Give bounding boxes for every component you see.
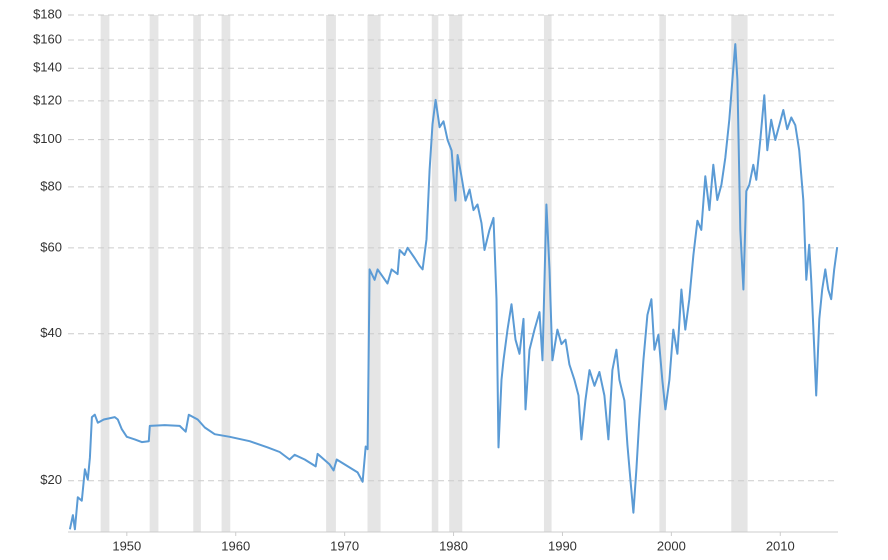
x-tick-label: 1980 (439, 538, 468, 553)
recession-band (193, 15, 201, 532)
x-tick-label: 1970 (330, 538, 359, 553)
recession-band (543, 15, 552, 532)
x-tick-label: 2010 (766, 538, 795, 553)
recession-band (731, 15, 748, 532)
y-tick-label: $20 (40, 472, 62, 487)
recession-band (449, 15, 463, 532)
recession-band (431, 15, 439, 532)
price-line (68, 43, 839, 531)
recession-band (221, 15, 231, 532)
recession-band (326, 15, 336, 532)
recession-band (149, 15, 159, 532)
y-tick-label: $80 (40, 178, 62, 193)
y-tick-label: $120 (33, 92, 62, 107)
y-tick-label: $40 (40, 325, 62, 340)
y-tick-label: $140 (33, 60, 62, 75)
y-tick-label: $180 (33, 6, 62, 21)
recession-band (100, 15, 110, 532)
y-tick-label: $60 (40, 239, 62, 254)
x-tick-label: 1990 (548, 538, 577, 553)
x-tick-label: 2000 (657, 538, 686, 553)
x-tick-label: 1960 (221, 538, 250, 553)
y-tick-label: $160 (33, 31, 62, 46)
y-tick-label: $100 (33, 131, 62, 146)
recession-band (367, 15, 381, 532)
x-tick-label: 1950 (112, 538, 141, 553)
recession-band (659, 15, 666, 532)
